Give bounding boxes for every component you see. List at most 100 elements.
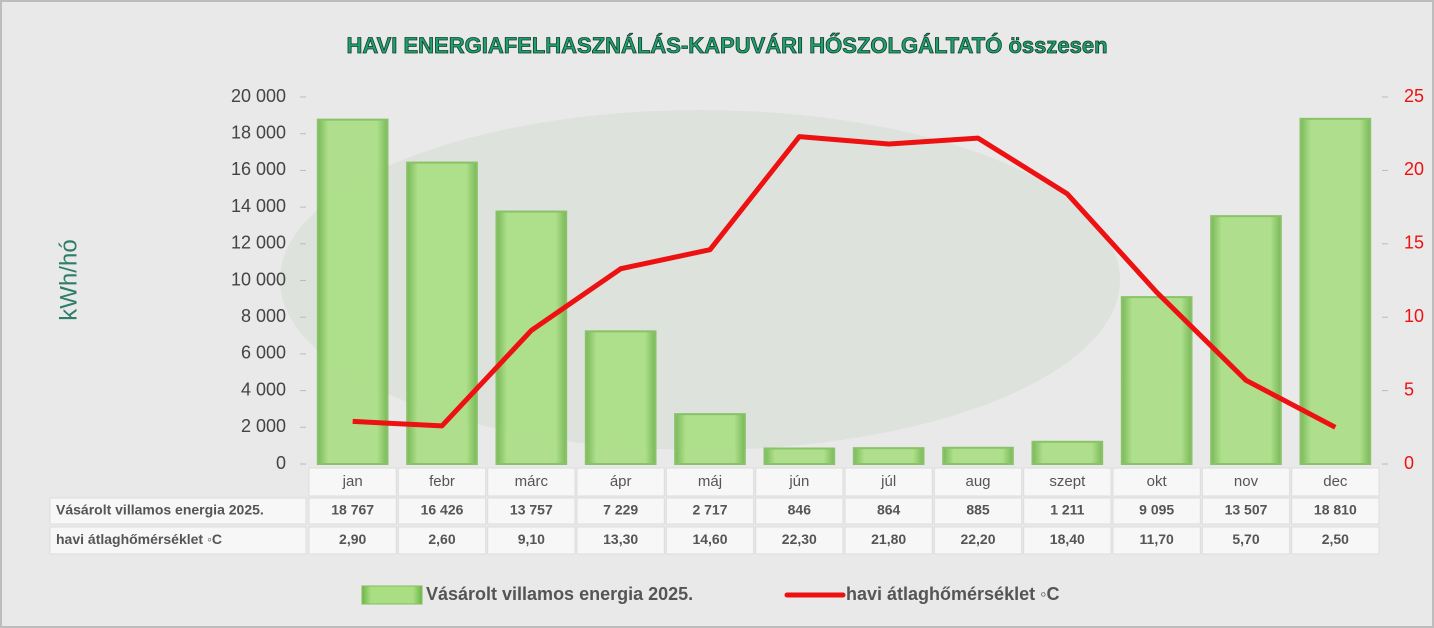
y2-tick-label: 20 — [1404, 159, 1424, 179]
bar — [942, 446, 1014, 466]
table-cell — [397, 467, 487, 497]
y2-tick-label: 25 — [1404, 86, 1424, 106]
table-cell — [576, 467, 665, 497]
line — [352, 134, 1337, 430]
bar — [406, 161, 478, 466]
table-value: 1 211 — [1050, 502, 1084, 518]
y-tick-label: 18 000 — [231, 122, 286, 142]
table-cell — [755, 526, 844, 555]
table-value: 846 — [788, 502, 812, 518]
bar — [1299, 117, 1372, 466]
legend-label: Vásárolt villamos energia 2025. — [426, 584, 693, 604]
y2-tick-label: 5 — [1404, 379, 1414, 399]
x-tick-label: jan — [342, 473, 363, 490]
table-cell — [308, 526, 397, 555]
table-cell — [844, 526, 933, 555]
y2-tick-label: 0 — [1404, 453, 1414, 473]
table-value: 11,70 — [1140, 531, 1174, 547]
table-cell — [1023, 526, 1112, 555]
x-tick-label: okt — [1147, 473, 1168, 490]
x-tick-label: márc — [515, 473, 549, 490]
table-value: 22,20 — [960, 531, 995, 547]
legend-label: havi átlaghőmérséklet ◦C — [846, 584, 1059, 604]
legend-swatch — [361, 585, 423, 605]
table-cell — [1112, 526, 1201, 555]
table-value: 9 095 — [1139, 502, 1174, 518]
x-tick-label: nov — [1234, 473, 1259, 490]
table-cell — [487, 497, 576, 525]
y2-tick-label: 15 — [1404, 233, 1424, 253]
table-cell — [308, 467, 397, 497]
x-tick-label: ápr — [610, 473, 632, 490]
bar — [763, 447, 836, 465]
table-value: 18,40 — [1050, 531, 1085, 547]
bar — [584, 330, 657, 465]
table-value: 885 — [966, 502, 990, 518]
table-value: 2,90 — [339, 531, 366, 547]
table-value: 13,30 — [603, 531, 638, 547]
watermark — [280, 110, 1120, 450]
table-cell — [844, 497, 933, 525]
x-tick-label: febr — [429, 473, 455, 490]
bar — [1210, 215, 1282, 465]
x-tick-label: júl — [880, 473, 896, 490]
y-tick-label: 14 000 — [231, 196, 286, 216]
bar — [1031, 440, 1104, 465]
table-cell — [933, 467, 1023, 497]
table-cell — [1201, 497, 1291, 525]
x-tick-label: szept — [1049, 473, 1086, 490]
x-tick-label: aug — [965, 473, 990, 490]
table-value: 2,50 — [1322, 531, 1349, 547]
table-row-label: Vásárolt villamos energia 2025. — [56, 502, 264, 518]
table-cell — [576, 497, 665, 525]
table-cell — [49, 497, 307, 525]
y-tick-label: 12 000 — [231, 233, 286, 253]
table-value: 7 229 — [603, 502, 638, 518]
table-value: 2 717 — [692, 502, 727, 518]
table-cell — [1023, 497, 1112, 525]
table-cell — [1201, 526, 1291, 555]
table-value: 14,60 — [692, 531, 727, 547]
table-cell — [1201, 467, 1291, 497]
table-cell — [755, 467, 844, 497]
table-cell — [933, 526, 1023, 555]
table-value: 2,60 — [428, 531, 455, 547]
bar — [674, 413, 746, 465]
x-tick-label: dec — [1323, 473, 1348, 490]
table-cell — [665, 497, 755, 525]
table-cell — [665, 467, 755, 497]
bar — [495, 210, 568, 465]
table-cell — [49, 526, 307, 555]
y-tick-label: 20 000 — [231, 86, 286, 106]
table-cell — [1291, 526, 1380, 555]
table-value: 9,10 — [518, 531, 545, 547]
table-cell — [844, 467, 933, 497]
chart-title: HAVI ENERGIAFELHASZNÁLÁS-KAPUVÁRI HŐSZOL… — [346, 33, 1107, 58]
table-cell — [1112, 497, 1201, 525]
table-cell — [308, 497, 397, 525]
table-row-label: havi átlaghőmérséklet ◦C — [56, 531, 222, 547]
table-cell — [487, 467, 576, 497]
table-cell — [933, 497, 1023, 525]
bar — [316, 118, 389, 465]
y-axis-label: kWh/hó — [55, 239, 82, 320]
x-tick-label: jún — [788, 473, 809, 490]
y-tick-label: 6 000 — [241, 343, 286, 363]
table-value: 18 810 — [1314, 502, 1357, 518]
table-value: 21,80 — [871, 531, 906, 547]
y-tick-label: 8 000 — [241, 306, 286, 326]
table-value: 13 757 — [510, 502, 553, 518]
table-cell — [1112, 467, 1201, 497]
x-tick-label: máj — [698, 473, 722, 490]
table-value: 22,30 — [782, 531, 817, 547]
y-tick-label: 2 000 — [241, 416, 286, 436]
table-cell — [397, 526, 487, 555]
y-tick-label: 4 000 — [241, 379, 286, 399]
bar — [1120, 296, 1193, 465]
table-cell — [755, 497, 844, 525]
table-cell — [665, 526, 755, 555]
table-cell — [487, 526, 576, 555]
table-cell — [1023, 467, 1112, 497]
table-value: 864 — [877, 502, 901, 518]
